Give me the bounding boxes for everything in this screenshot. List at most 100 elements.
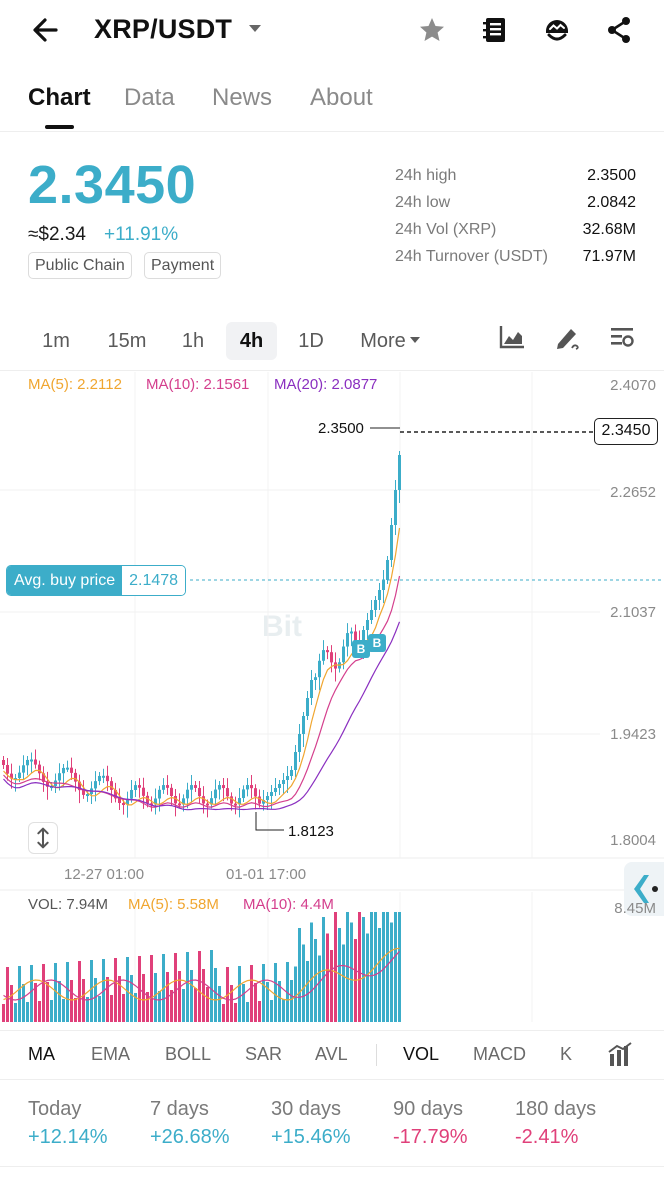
candle-body [254,788,257,797]
candle-body [198,787,201,797]
volume-bar [326,933,329,1022]
dropdown-caret-icon[interactable] [249,25,261,32]
candle-body [30,759,33,762]
timeframe-1m[interactable]: 1m [42,330,70,352]
volume-bar [278,981,281,1022]
volume-bar [250,965,253,1022]
candle-body [342,646,345,663]
timeframe-more[interactable]: More [350,322,430,360]
exchange-watermark: Bit [262,610,302,643]
volume-bar [90,960,93,1022]
candle-body [190,785,193,790]
indicator-sar[interactable]: SAR [245,1044,283,1064]
tag-payment[interactable]: Payment [144,252,222,279]
chart-type-icon[interactable] [497,322,527,352]
avg-buy-price-box[interactable]: Avg. buy price 2.1478 [6,565,187,596]
volume-bar [230,985,233,1022]
volume-bar [330,950,333,1022]
tab-about[interactable]: About [310,84,373,111]
indicator-ema[interactable]: EMA [91,1044,131,1064]
timeframe-15m[interactable]: 15m [107,330,147,352]
tab-news[interactable]: News [212,84,273,111]
volume-bar [46,982,49,1022]
volume-bar [206,987,209,1022]
bottom-divider [0,1166,664,1167]
side-panel-handle[interactable] [624,862,664,916]
volume-bar [394,912,397,1022]
candle-body [82,790,85,795]
back-arrow-icon[interactable] [30,12,62,48]
candle-body [46,781,49,787]
indicator-avl[interactable]: AVL [315,1044,348,1064]
candle-body [18,772,21,779]
volume-bar [274,963,277,1022]
candle-body [270,792,273,796]
indicator-settings-chart-icon[interactable] [604,1040,636,1070]
draw-tool-icon[interactable] [552,322,582,352]
candle-body [194,785,197,788]
share-icon[interactable] [603,14,635,46]
candle-body [298,734,301,752]
volume-bar [190,970,193,1022]
volume-bar [366,933,369,1022]
indicator-boll[interactable]: BOLL [165,1044,212,1064]
volume-bar [362,917,365,1022]
volume-bar [126,957,129,1022]
timeframe-1d[interactable]: 1D [298,330,324,352]
indicator-ma[interactable]: MA [28,1044,55,1064]
pair-title[interactable]: XRP/USDT [94,14,233,44]
perf-label-7d: 7 days [150,1098,209,1120]
volume-axis-label: 8.45M [614,900,656,917]
volume-bar [74,998,77,1022]
candle-body [182,798,185,805]
volume-bar [386,912,389,1022]
vol-ma5-legend: MA(5): 5.58M [128,896,219,913]
candle-body [134,785,137,790]
buy-marker[interactable]: B [352,640,370,658]
notebook-icon[interactable] [479,14,511,46]
buy-marker[interactable]: B [368,634,386,652]
tag-public-chain[interactable]: Public Chain [28,252,132,279]
volume-bar [6,967,9,1022]
star-icon[interactable] [416,14,448,46]
low-price-marker: 1.8123 [288,823,334,840]
candle-body [250,785,253,789]
tab-data[interactable]: Data [124,84,175,111]
indicator-settings-icon[interactable] [607,322,637,352]
chart-area[interactable] [0,370,664,1020]
candle-body [38,764,41,774]
vol-ma10-legend: MA(10): 4.4M [243,896,334,913]
approx-usd-price: ≈$2.34 [28,224,86,245]
candle-body [42,773,45,782]
expand-vertical-icon[interactable] [28,822,58,854]
time-axis-label: 01-01 17:00 [226,866,307,883]
candlestick-chart[interactable] [0,370,664,1030]
candle-body [94,781,97,789]
top-bar: XRP/USDT [0,0,664,62]
timeframe-1h[interactable]: 1h [181,330,205,352]
volume-bar [174,953,177,1022]
volume-bar [86,997,89,1022]
volume-bar [34,983,37,1022]
tab-chart[interactable]: Chart [28,84,91,111]
volume-bar [242,984,245,1022]
bot-icon[interactable] [541,14,573,46]
candle-body [70,767,73,773]
indicator-vol[interactable]: VOL [403,1044,440,1064]
candle-body [258,796,261,804]
volume-bar [318,955,321,1022]
candle-body [202,796,205,804]
indicator-macd[interactable]: MACD [473,1044,526,1064]
stat-label-volume: 24h Vol (XRP) [395,221,497,238]
current-price-box: 2.3450 [594,418,658,445]
price-change-percent: +11.91% [104,224,179,245]
timeframe-4h[interactable]: 4h [226,322,277,360]
candle-body [174,796,177,804]
volume-bar [110,995,113,1022]
indicator-divider [376,1044,377,1066]
more-caret-icon [409,337,420,344]
indicator-k[interactable]: K [560,1044,573,1064]
stat-label-low: 24h low [395,194,451,211]
candle-body [266,796,269,800]
last-price: 2.3450 [28,155,197,215]
